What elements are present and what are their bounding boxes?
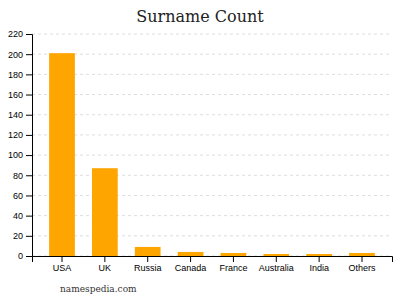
chart-title: Surname Count [136,7,264,26]
y-tick-mark [26,155,32,156]
x-tick: Russia [134,256,162,273]
chart-svg: 0 20 40 60 80 100 120 140 160 180 200 220 USA UK Russi… [0,0,400,300]
y-tick-mark [26,115,32,116]
y-tick: 40 [13,211,32,221]
y-tick-label: 220 [8,29,23,39]
y-tick-label: 140 [8,110,23,120]
y-tick: 80 [13,171,32,181]
y-tick-label: 20 [13,231,23,241]
x-tick: France [219,256,247,273]
watermark: namespedia.com [60,284,137,294]
y-tick: 20 [13,231,32,241]
x-tick-label: Others [348,263,376,273]
y-tick-label: 180 [8,70,23,80]
y-axis: 0 20 40 60 80 100 120 140 160 180 200 220 [8,29,33,261]
x-axis-line [33,257,393,263]
bar [49,53,75,256]
x-tick: India [309,256,329,273]
x-tick-mark [147,256,148,262]
y-tick-mark [26,135,32,136]
y-tick-label: 100 [8,150,23,160]
y-tick-mark [26,236,32,237]
grid-line [32,74,392,75]
y-tick-mark [26,74,32,75]
x-tick: Canada [175,256,207,273]
chart-container: 0 20 40 60 80 100 120 140 160 180 200 220 USA UK Russi… [0,0,400,300]
grid [32,34,392,256]
x-tick-label: Australia [259,263,294,273]
y-tick-mark [26,256,32,257]
x-tick-mark [190,256,191,262]
y-tick: 220 [8,29,32,39]
x-tick: Others [348,256,376,273]
x-tick-mark [276,256,277,262]
x-tick-mark [104,256,105,262]
bar [263,254,289,256]
grid-line [32,94,392,95]
y-tick-mark [26,216,32,217]
bar [92,168,118,256]
x-tick: Australia [259,256,294,273]
y-tick-label: 60 [13,191,23,201]
y-tick-mark [26,54,32,55]
x-tick-label: India [309,263,329,273]
grid-line [32,235,392,236]
y-tick-label: 80 [13,171,23,181]
grid-line [32,134,392,135]
x-tick-label: Canada [175,263,207,273]
y-tick-mark [26,195,32,196]
grid-line [32,54,392,55]
x-tick: USA [53,256,72,273]
grid-line [32,155,392,156]
x-tick-label: Russia [134,263,162,273]
y-tick: 100 [8,150,32,160]
bars [49,53,375,256]
y-tick: 180 [8,70,32,80]
x-tick-label: UK [99,263,112,273]
grid-line [32,175,392,176]
y-tick: 60 [13,191,32,201]
grid-line [32,195,392,196]
plot-area: 0 20 40 60 80 100 120 140 160 180 200 220 USA UK Russi… [8,29,393,273]
x-tick-label: France [219,263,247,273]
x-tick-mark [233,256,234,262]
y-tick-mark [26,95,32,96]
x-axis: USA UK Russia Canada France Australia India Oth… [33,256,393,273]
y-tick-label: 40 [13,211,23,221]
x-tick-label: USA [53,263,72,273]
x-tick-mark [62,256,63,262]
y-tick-mark [26,34,32,35]
y-tick: 140 [8,110,32,120]
x-tick-mark [362,256,363,262]
y-tick: 200 [8,50,32,60]
y-tick-mark [26,175,32,176]
grid-line [32,34,392,35]
y-tick-label: 200 [8,50,23,60]
y-tick-label: 160 [8,90,23,100]
x-tick: UK [99,256,112,273]
bar [349,253,375,256]
bar [178,252,204,256]
y-tick: 160 [8,90,32,100]
bar [306,254,332,256]
y-tick: 120 [8,130,32,140]
bar [221,253,247,256]
y-tick: 0 [18,251,32,261]
grid-line [32,114,392,115]
bar [135,247,161,256]
y-tick-label: 0 [18,251,23,261]
grid-line [32,215,392,216]
y-axis-line [26,35,33,257]
y-tick-label: 120 [8,130,23,140]
x-tick-mark [319,256,320,262]
